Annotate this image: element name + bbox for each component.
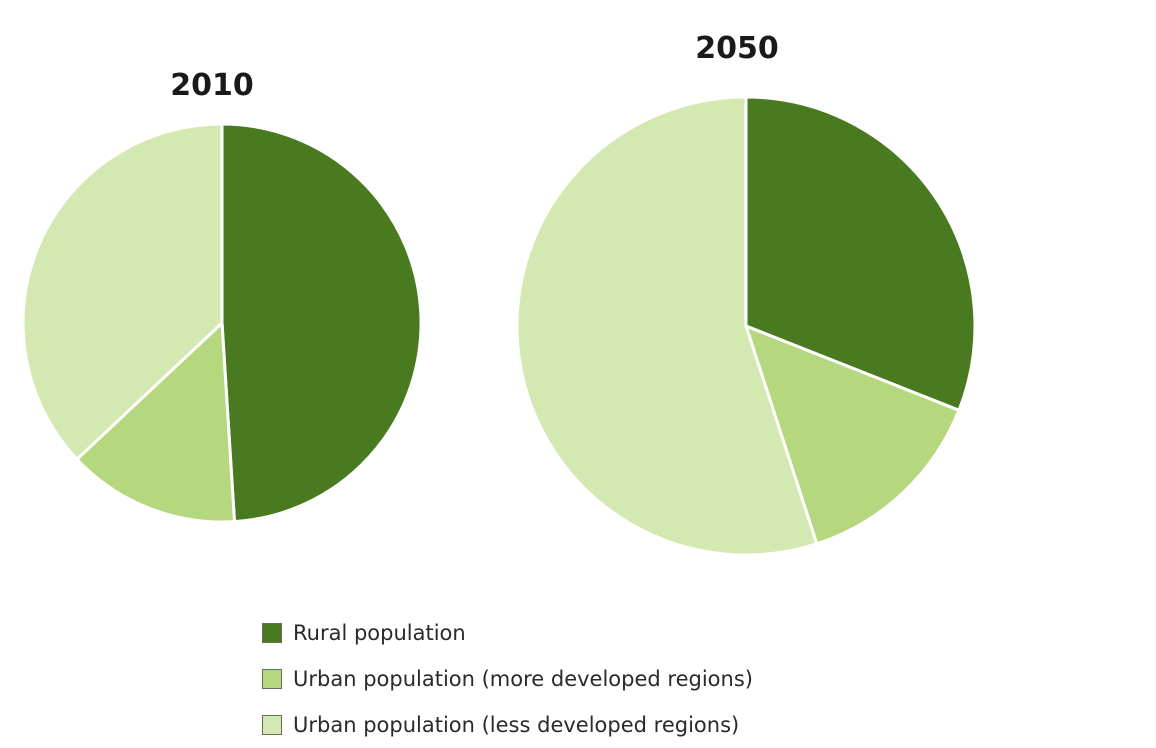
legend-item-urban-more-developed: Urban population (more developed regions… xyxy=(262,656,753,702)
legend-label-urban-less-developed: Urban population (less developed regions… xyxy=(293,713,740,737)
legend-item-rural: Rural population xyxy=(262,610,753,656)
pie-2010-slice-urban-more-developed xyxy=(75,321,236,524)
chart-2010-title: 2010 xyxy=(170,68,254,103)
legend: Rural population Urban population (more … xyxy=(262,610,753,748)
legend-label-urban-more-developed: Urban population (more developed regions… xyxy=(293,667,753,691)
pie-2010-slice-urban-less-developed xyxy=(21,122,224,461)
chart-2050-title: 2050 xyxy=(695,31,779,66)
legend-swatch-urban-less-developed xyxy=(262,715,282,735)
pie-2050-slice-rural xyxy=(744,95,977,412)
pie-2050 xyxy=(515,95,977,557)
pie-2050-slice-urban-less-developed xyxy=(515,95,819,557)
legend-swatch-rural xyxy=(262,623,282,643)
legend-item-urban-less-developed: Urban population (less developed regions… xyxy=(262,702,753,748)
pie-2010-slice-rural xyxy=(220,122,423,524)
legend-label-rural: Rural population xyxy=(293,621,466,645)
legend-swatch-urban-more-developed xyxy=(262,669,282,689)
pie-2010 xyxy=(21,122,423,524)
